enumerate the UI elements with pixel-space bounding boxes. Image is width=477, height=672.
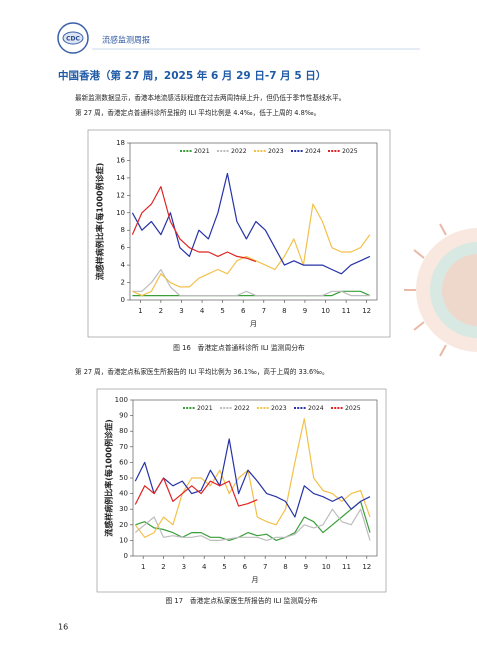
x-tick-label: 4 [202,563,207,571]
x-tick-label: 6 [243,563,248,571]
y-tick-label: 20 [119,521,128,529]
paragraph: 第 27 周，香港定点普通科诊所呈报的 ILI 平均比例是 4.4‰，低于上周的… [75,108,320,117]
svg-text:CDC: CDC [66,36,80,43]
legend-label: 2024 [305,148,321,155]
y-tick-label: 40 [119,490,128,498]
x-tick-label: 12 [362,307,371,315]
x-tick-label: 6 [241,307,246,315]
series-line [134,508,371,541]
series-line [134,438,371,518]
legend-label: 2022 [234,405,250,412]
x-axis-label: 月 [250,320,257,328]
x-tick-label: 1 [138,307,142,315]
x-tick-label: 10 [322,563,331,571]
x-tick-label: 10 [321,307,330,315]
legend-label: 2022 [231,148,247,155]
x-tick-label: 1 [141,563,145,571]
y-tick-label: 60 [119,458,128,466]
x-tick-label: 2 [159,307,163,315]
y-tick-label: 50 [119,474,128,482]
section-title: 中国香港（第 27 周，2025 年 6 月 29 日-7 月 5 日） [58,69,326,82]
x-tick-label: 3 [179,307,183,315]
y-axis-label: 流感样病例比率(每1000例诊症) [104,419,114,537]
y-tick-label: 6 [121,244,126,252]
legend-label: 2023 [268,148,284,155]
y-tick-label: 10 [119,536,128,544]
x-tick-label: 7 [262,307,266,315]
y-tick-label: 10 [116,209,125,217]
x-tick-label: 4 [200,307,205,315]
decoration [404,223,477,357]
legend-label: 2023 [271,405,287,412]
x-tick-label: 12 [362,563,371,571]
y-tick-label: 90 [119,412,128,420]
y-tick-label: 70 [119,443,128,451]
x-tick-label: 11 [342,307,351,315]
y-tick-label: 8 [121,226,125,234]
x-tick-label: 9 [303,307,307,315]
plot-area [129,142,378,301]
header: CDC 流感监测周报 [57,22,420,54]
series-line [135,500,371,541]
series-line [134,418,371,538]
paragraph: 第 27 周，香港定点私家医生所报告的 ILI 平均比例为 36.1‰，高于上周… [75,367,329,376]
legend-label: 2025 [342,148,358,155]
series-line [132,268,370,297]
series-line [134,477,258,507]
y-tick-label: 2 [121,279,125,287]
y-tick-label: 80 [119,427,128,435]
x-tick-label: 9 [304,563,308,571]
y-tick-label: 16 [116,156,125,164]
series-line [131,186,257,263]
page-number: 16 [58,623,68,632]
y-tick-label: 30 [119,505,128,513]
x-tick-label: 11 [342,563,351,571]
y-tick-label: 14 [116,174,125,182]
y-axis-label: 流感样病例比率(每1000例诊症) [95,163,105,281]
y-tick-label: 4 [121,261,126,269]
legend-label: 2021 [194,148,210,155]
legend-label: 2025 [345,405,361,412]
header-title: 流感监测周报 [102,35,150,45]
series-line [132,203,371,297]
figure-caption: 图 16 香港定点普通科诊所 ILI 监测周分布 [173,343,305,352]
x-axis-label: 月 [252,576,259,584]
x-tick-label: 5 [220,307,224,315]
series-line [132,290,371,297]
series-line [131,172,371,275]
chart-frame [96,388,387,593]
x-tick-label: 2 [161,563,165,571]
y-tick-label: 0 [121,296,125,304]
x-tick-label: 7 [263,563,267,571]
y-tick-label: 12 [116,191,125,199]
legend-label: 2021 [197,405,213,412]
x-tick-label: 3 [182,563,186,571]
y-tick-label: 18 [116,139,125,147]
chart-frame [87,129,391,338]
x-tick-label: 8 [282,307,286,315]
x-tick-label: 8 [283,563,287,571]
figure-caption: 图 17 香港定点私家医生所报告的 ILI 监测周分布 [165,596,317,605]
paragraph: 最新监测数据显示，香港本地流感活跃程度在过去两周持续上升，但仍低于季节性基线水平… [75,93,345,102]
y-tick-label: 0 [124,552,128,560]
legend-label: 2024 [308,405,324,412]
x-tick-label: 5 [222,563,226,571]
y-tick-label: 100 [115,396,128,404]
